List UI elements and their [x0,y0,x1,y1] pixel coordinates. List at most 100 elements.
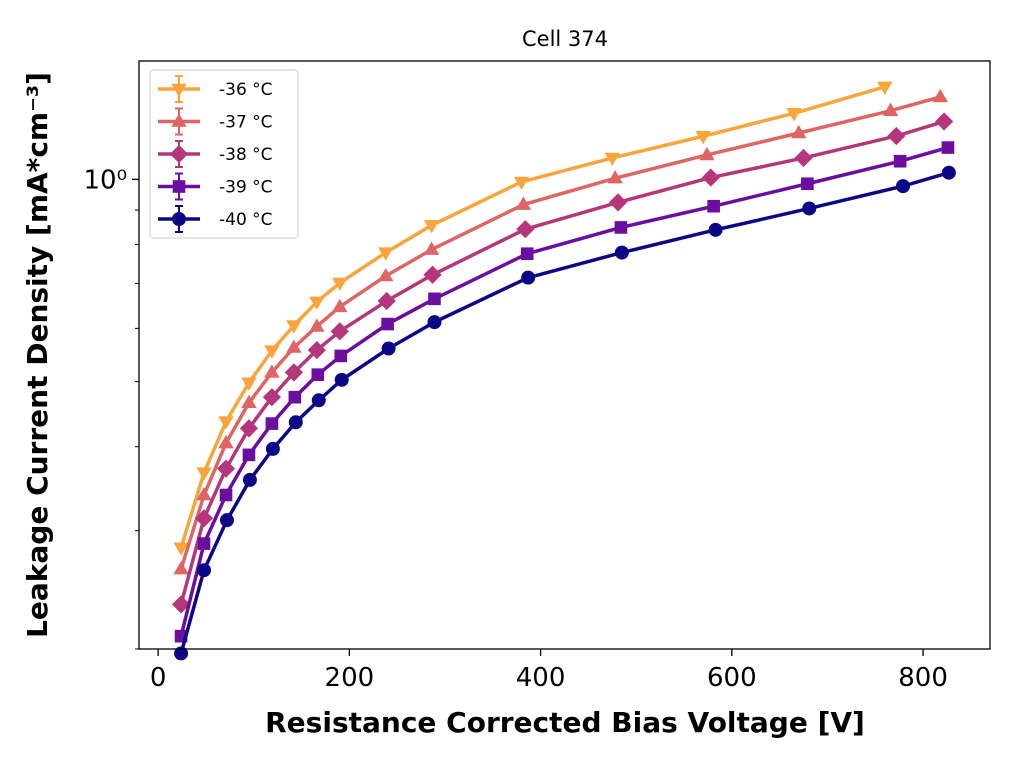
legend-entry: -39 °C [158,172,273,201]
series-5-line [179,171,950,654]
series-4-point [219,488,233,502]
series-3-point [262,388,282,407]
y-axis: 10⁰ [83,165,139,650]
legend-label: -39 °C [219,178,273,198]
series-4-point [520,247,534,261]
series-2-point [377,267,394,282]
y-axis-label: Leakage Current Density [mA*cm⁻³] [21,72,54,638]
series-4-point [428,292,441,306]
series-1-point [173,542,189,556]
x-axis: 0 200 400 600 800 [150,649,948,693]
series-4-point [801,177,814,191]
series-5 [174,165,956,661]
legend-marker [169,144,189,164]
series-4-point [941,141,955,154]
series-4-line [179,145,949,637]
legend-label: -38 °C [219,145,273,165]
x-tick-label: 400 [516,663,566,693]
series-2-point [264,364,280,378]
series-2-point [932,88,948,103]
series-3-point [423,265,442,284]
legend-entry: -36 °C [158,75,273,103]
series-3-point [887,126,906,146]
series-1-point [423,220,440,234]
legend-label: -37 °C [219,113,273,133]
series-3-point [701,168,720,187]
series-5-point [895,179,910,194]
series-4-point [893,154,907,168]
series-4-point [381,317,394,331]
series-5-point [381,341,396,356]
x-tick-label: 600 [707,663,757,693]
series-3-point [194,509,214,528]
series-1-point [241,377,257,391]
legend-marker [171,83,187,98]
series-3 [171,112,954,614]
series-5-point [708,222,723,237]
series-3-point [239,419,259,438]
series-2-point [791,124,807,139]
legend-entry: -37 °C [158,107,273,136]
series-1-point [196,467,212,481]
plot-frame [138,60,991,650]
series-5-point [288,415,303,430]
series-4-point [197,537,211,550]
series-2 [173,88,948,575]
series-2-point [173,561,189,575]
series-5-point [174,646,189,661]
series-1-point [786,108,802,122]
series-5-point [614,245,629,260]
series-2-point [286,339,302,353]
legend-entry: -38 °C [158,140,273,168]
x-tick-label: 200 [325,663,375,693]
series-4 [174,141,955,643]
series-4-point [242,448,256,462]
series-layer [171,81,956,661]
series-2-point [882,102,899,116]
series-3-point [171,595,191,614]
series-4-point [265,417,279,430]
series-4-point [334,349,348,363]
legend-entry: -40 °C [158,205,273,233]
series-1-point [309,296,325,310]
series-2-line [179,95,941,570]
legend-marker [171,113,187,127]
series-4-point [288,390,302,404]
series-3-point [330,322,349,341]
legend-marker [172,180,186,193]
series-1-point [286,320,302,334]
series-5-point [427,315,442,330]
series-1-point [513,176,530,191]
series-1-point [332,277,348,292]
series-1 [173,81,893,556]
series-1-point [877,81,893,95]
series-5-point [265,441,280,456]
chart-title: Cell 374 [522,27,608,51]
series-2-point [423,241,440,255]
series-4-point [707,199,720,213]
x-tick-label: 800 [898,663,948,693]
series-1-point [218,416,234,430]
series-5-point [219,513,234,528]
series-5-point [802,201,817,216]
x-tick-label: 0 [150,663,167,693]
series-2-point [241,394,257,409]
series-3-point [377,291,396,311]
series-5-point [242,472,257,487]
series-4-point [614,221,628,234]
series-3-point [307,340,326,360]
series-5-point [311,393,326,408]
legend-label: -40 °C [219,210,273,230]
series-2-point [218,435,234,449]
series-3-line [179,119,945,605]
series-1-point [604,152,621,166]
series-4-point [311,368,325,381]
legend: -36 °C -37 °C -38 °C -39 °C -40 °C [149,69,299,239]
series-2-point [309,318,325,332]
legend-box [149,69,299,239]
series-2-point [699,146,715,161]
series-2-point [515,196,532,210]
series-1-point [695,131,711,145]
series-3-point [794,148,813,168]
